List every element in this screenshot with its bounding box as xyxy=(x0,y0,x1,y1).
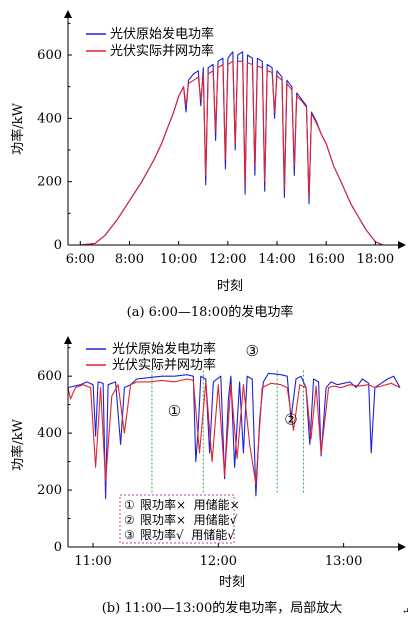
chart-b-y-axis-label: 功率/kW xyxy=(10,419,26,471)
y-tick-label: 200 xyxy=(37,175,62,190)
x-tick-label: 8:00 xyxy=(115,252,144,267)
x-tick-label: 18:00 xyxy=(357,252,394,267)
y-tick-label: 200 xyxy=(37,483,62,498)
x-tick-label: 12:00 xyxy=(200,554,237,569)
region-annotation: ② xyxy=(284,411,297,429)
series-line-original xyxy=(68,51,400,246)
x-tick-label: 6:00 xyxy=(66,252,95,267)
legend-label-original: 光伏原始发电功率 xyxy=(110,26,214,42)
info-box-text-2: 限功率× 用储能√ xyxy=(140,512,238,527)
legend-label-actual: 光伏实际并网功率 xyxy=(110,43,214,59)
series-line-actual xyxy=(67,378,401,485)
x-tick-label: 14:00 xyxy=(258,252,295,267)
y-tick-label: 400 xyxy=(37,111,62,126)
y-tick-label: 400 xyxy=(37,426,62,441)
info-box-marker-1: ① xyxy=(124,498,135,512)
y-tick-label: 600 xyxy=(37,48,62,63)
series-line-actual xyxy=(68,60,400,246)
region-annotation: ① xyxy=(168,402,181,420)
info-box-frame xyxy=(119,494,235,544)
info-box-text-3: 限功率√ 用储能√ xyxy=(140,527,235,542)
chart-b: 11:00 12:00 13:00 0 200 400 600 光伏原始发电功率 光伏实际并… xyxy=(10,336,410,617)
chart-a-caption: (a) 6:00—18:00的发电功率 xyxy=(127,304,294,320)
info-box-text-1: 限功率× 用储能× xyxy=(140,497,240,512)
return-mark: ↵ xyxy=(402,607,410,617)
chart-b-x-axis-label: 时刻 xyxy=(219,575,245,590)
x-tick-label: 16:00 xyxy=(307,252,344,267)
region-annotation: ③ xyxy=(245,342,258,360)
y-tick-label: 0 xyxy=(54,540,62,555)
x-tick-label: 12:00 xyxy=(209,252,246,267)
chart-b-caption: (b) 11:00—13:00的发电功率，局部放大 xyxy=(102,600,343,616)
y-tick-label: 600 xyxy=(37,369,62,384)
x-tick-label: 13:00 xyxy=(325,554,362,569)
chart-b-info-box: ① 限功率× 用储能× ② 限功率× 用储能√ ③ 限功率√ 用储能√ xyxy=(119,494,240,544)
series-line-original xyxy=(67,372,401,500)
x-tick-label: 11:00 xyxy=(74,554,111,569)
x-tick-label: 10:00 xyxy=(160,252,197,267)
info-box-marker-2: ② xyxy=(124,513,135,527)
y-tick-label: 0 xyxy=(54,238,62,253)
legend-label-original: 光伏原始发电功率 xyxy=(112,341,216,357)
chart-a-legend: 光伏原始发电功率 光伏实际并网功率 xyxy=(86,26,214,59)
info-box-marker-3: ③ xyxy=(124,528,135,542)
chart-a: 6:00 8:00 10:00 12:00 14:00 16:00 18:00 0 200 400… xyxy=(10,10,406,320)
chart-b-legend: 光伏原始发电功率 光伏实际并网功率 xyxy=(86,341,216,373)
legend-label-actual: 光伏实际并网功率 xyxy=(112,357,216,373)
chart-a-x-axis-label: 时刻 xyxy=(217,279,243,294)
chart-a-y-axis-label: 功率/kW xyxy=(10,103,26,155)
